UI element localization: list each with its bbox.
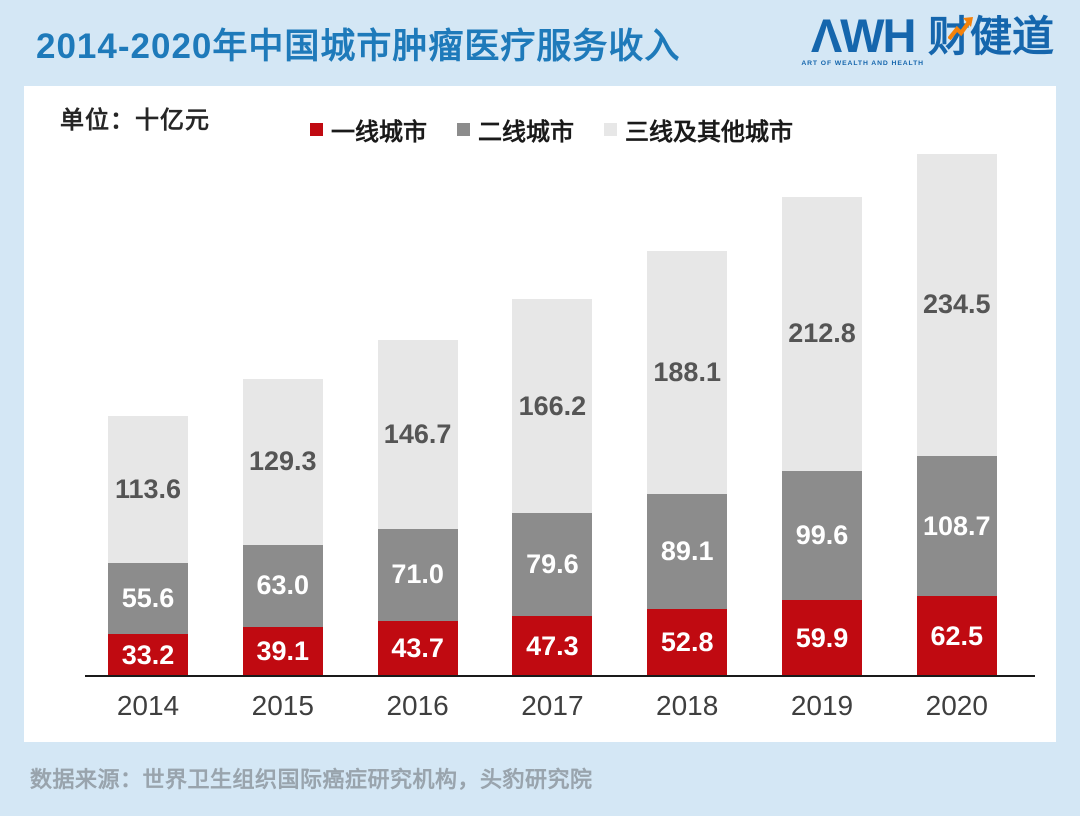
x-tick-2015: 2015 <box>251 690 314 721</box>
value-label: 63.0 <box>256 570 310 601</box>
value-label: 71.0 <box>391 559 444 590</box>
bar-segment-2017-series1: 79.6 <box>512 513 593 616</box>
bar-segment-2019-series1: 99.6 <box>782 471 862 600</box>
value-label: 62.5 <box>930 621 984 652</box>
bar-segment-2020-series2: 234.5 <box>916 153 997 457</box>
value-label: 146.7 <box>383 418 452 449</box>
legend-swatch-icon <box>310 123 323 136</box>
logo-brand-text: 财健道 <box>927 13 1054 60</box>
bar-segment-2017-series2: 166.2 <box>512 298 593 514</box>
value-label: 52.8 <box>660 627 714 658</box>
bar-segment-2015-series0: 39.1 <box>242 626 323 677</box>
bar-segment-2015-series1: 63.0 <box>242 545 323 627</box>
legend-item-2: 三线及其他城市 <box>604 112 793 147</box>
value-label: 47.3 <box>526 631 579 661</box>
legend-label: 一线城市 <box>331 119 427 146</box>
value-label: 43.7 <box>391 633 444 664</box>
plot-area: 33.2 55.6 113.6 39.1 63.0 129.3 43.7 71.0 146.7 4… <box>24 86 1056 677</box>
bar-segment-2014-series2: 113.6 <box>108 416 188 563</box>
logo-brand-name: 财健道 <box>928 14 1054 60</box>
legend-label: 三线及其他城市 <box>625 119 793 146</box>
bar-2017: 47.3 79.6 166.2 <box>512 298 593 677</box>
bar-segment-2019-series2: 212.8 <box>782 196 862 472</box>
value-label: 234.5 <box>923 289 991 320</box>
legend: 一线城市 二线城市 三线及其他城市 <box>310 112 793 147</box>
x-tick-2019: 2019 <box>790 690 854 721</box>
x-tick-2014: 2014 <box>116 690 180 721</box>
bar-2018: 52.8 89.1 188.1 <box>647 251 728 677</box>
value-label: 33.2 <box>121 640 175 671</box>
value-label: 99.6 <box>795 519 849 550</box>
x-tick-2020: 2020 <box>925 690 988 721</box>
bar-2016: 43.7 71.0 146.7 <box>377 339 458 677</box>
bar-2020: 62.5 108.7 234.5 <box>916 153 997 677</box>
bar-segment-2014-series1: 55.6 <box>108 562 188 635</box>
up-trend-arrow-icon <box>947 17 973 41</box>
value-label: 212.8 <box>788 318 856 349</box>
legend-item-1: 二线城市 <box>457 112 574 147</box>
bar-segment-2020-series1: 108.7 <box>916 456 997 597</box>
value-label: 166.2 <box>518 390 587 421</box>
brand-logo: ΛWH ART OF WEALTH AND HEALTH 财健道 <box>801 9 1054 67</box>
legend-label: 二线城市 <box>478 119 574 146</box>
value-label: 59.9 <box>795 622 849 653</box>
bar-segment-2020-series0: 62.5 <box>916 596 997 677</box>
value-label: 108.7 <box>923 510 991 541</box>
x-axis-labels: 2014 2015 2016 2017 2018 2019 2020 <box>24 86 1056 742</box>
value-label: 89.1 <box>660 535 714 566</box>
value-label: 55.6 <box>121 582 175 613</box>
value-label: 129.3 <box>249 446 317 477</box>
value-label: 79.6 <box>526 549 579 580</box>
logo-acronym: ΛWH <box>810 9 917 62</box>
bar-segment-2019-series0: 59.9 <box>782 599 862 677</box>
bar-segment-2018-series0: 52.8 <box>647 608 728 677</box>
bar-segment-2016-series2: 146.7 <box>377 339 458 530</box>
logo-tagline: ART OF WEALTH AND HEALTH <box>801 60 924 67</box>
bar-segment-2018-series1: 89.1 <box>647 494 728 609</box>
legend-item-0: 一线城市 <box>310 112 427 147</box>
bar-2019: 59.9 99.6 212.8 <box>782 196 862 677</box>
chart-panel: 单位：十亿元 一线城市 二线城市 三线及其他城市 33.2 55.6 113.6 39.1… <box>24 86 1056 742</box>
unit-label: 单位：十亿元 <box>60 107 210 134</box>
x-tick-2017: 2017 <box>521 690 584 721</box>
bar-segment-2015-series2: 129.3 <box>242 378 323 546</box>
footer: 数据来源：世界卫生组织国际癌症研究机构，头豹研究院 <box>30 762 593 794</box>
bar-segment-2016-series1: 71.0 <box>377 529 458 621</box>
x-tick-2016: 2016 <box>386 690 449 721</box>
value-label: 39.1 <box>256 636 310 667</box>
x-tick-2018: 2018 <box>656 690 719 721</box>
logo-acronym-block: ΛWH ART OF WEALTH AND HEALTH <box>801 9 924 67</box>
legend-swatch-icon <box>604 123 617 136</box>
bar-2014: 33.2 55.6 113.6 <box>108 416 188 677</box>
page-title: 2014-2020年中国城市肿瘤医疗服务收入 <box>36 27 681 66</box>
bar-segment-2017-series0: 47.3 <box>512 616 593 677</box>
value-label: 188.1 <box>653 357 721 388</box>
legend-swatch-icon <box>457 123 470 136</box>
bar-segment-2016-series0: 43.7 <box>377 620 458 677</box>
x-axis-line <box>85 675 1035 677</box>
bar-2015: 39.1 63.0 129.3 <box>242 378 323 677</box>
data-source: 数据来源：世界卫生组织国际癌症研究机构，头豹研究院 <box>30 767 593 792</box>
bar-segment-2014-series0: 33.2 <box>108 634 188 677</box>
value-label: 113.6 <box>114 473 182 504</box>
bar-segment-2018-series2: 188.1 <box>647 251 728 495</box>
